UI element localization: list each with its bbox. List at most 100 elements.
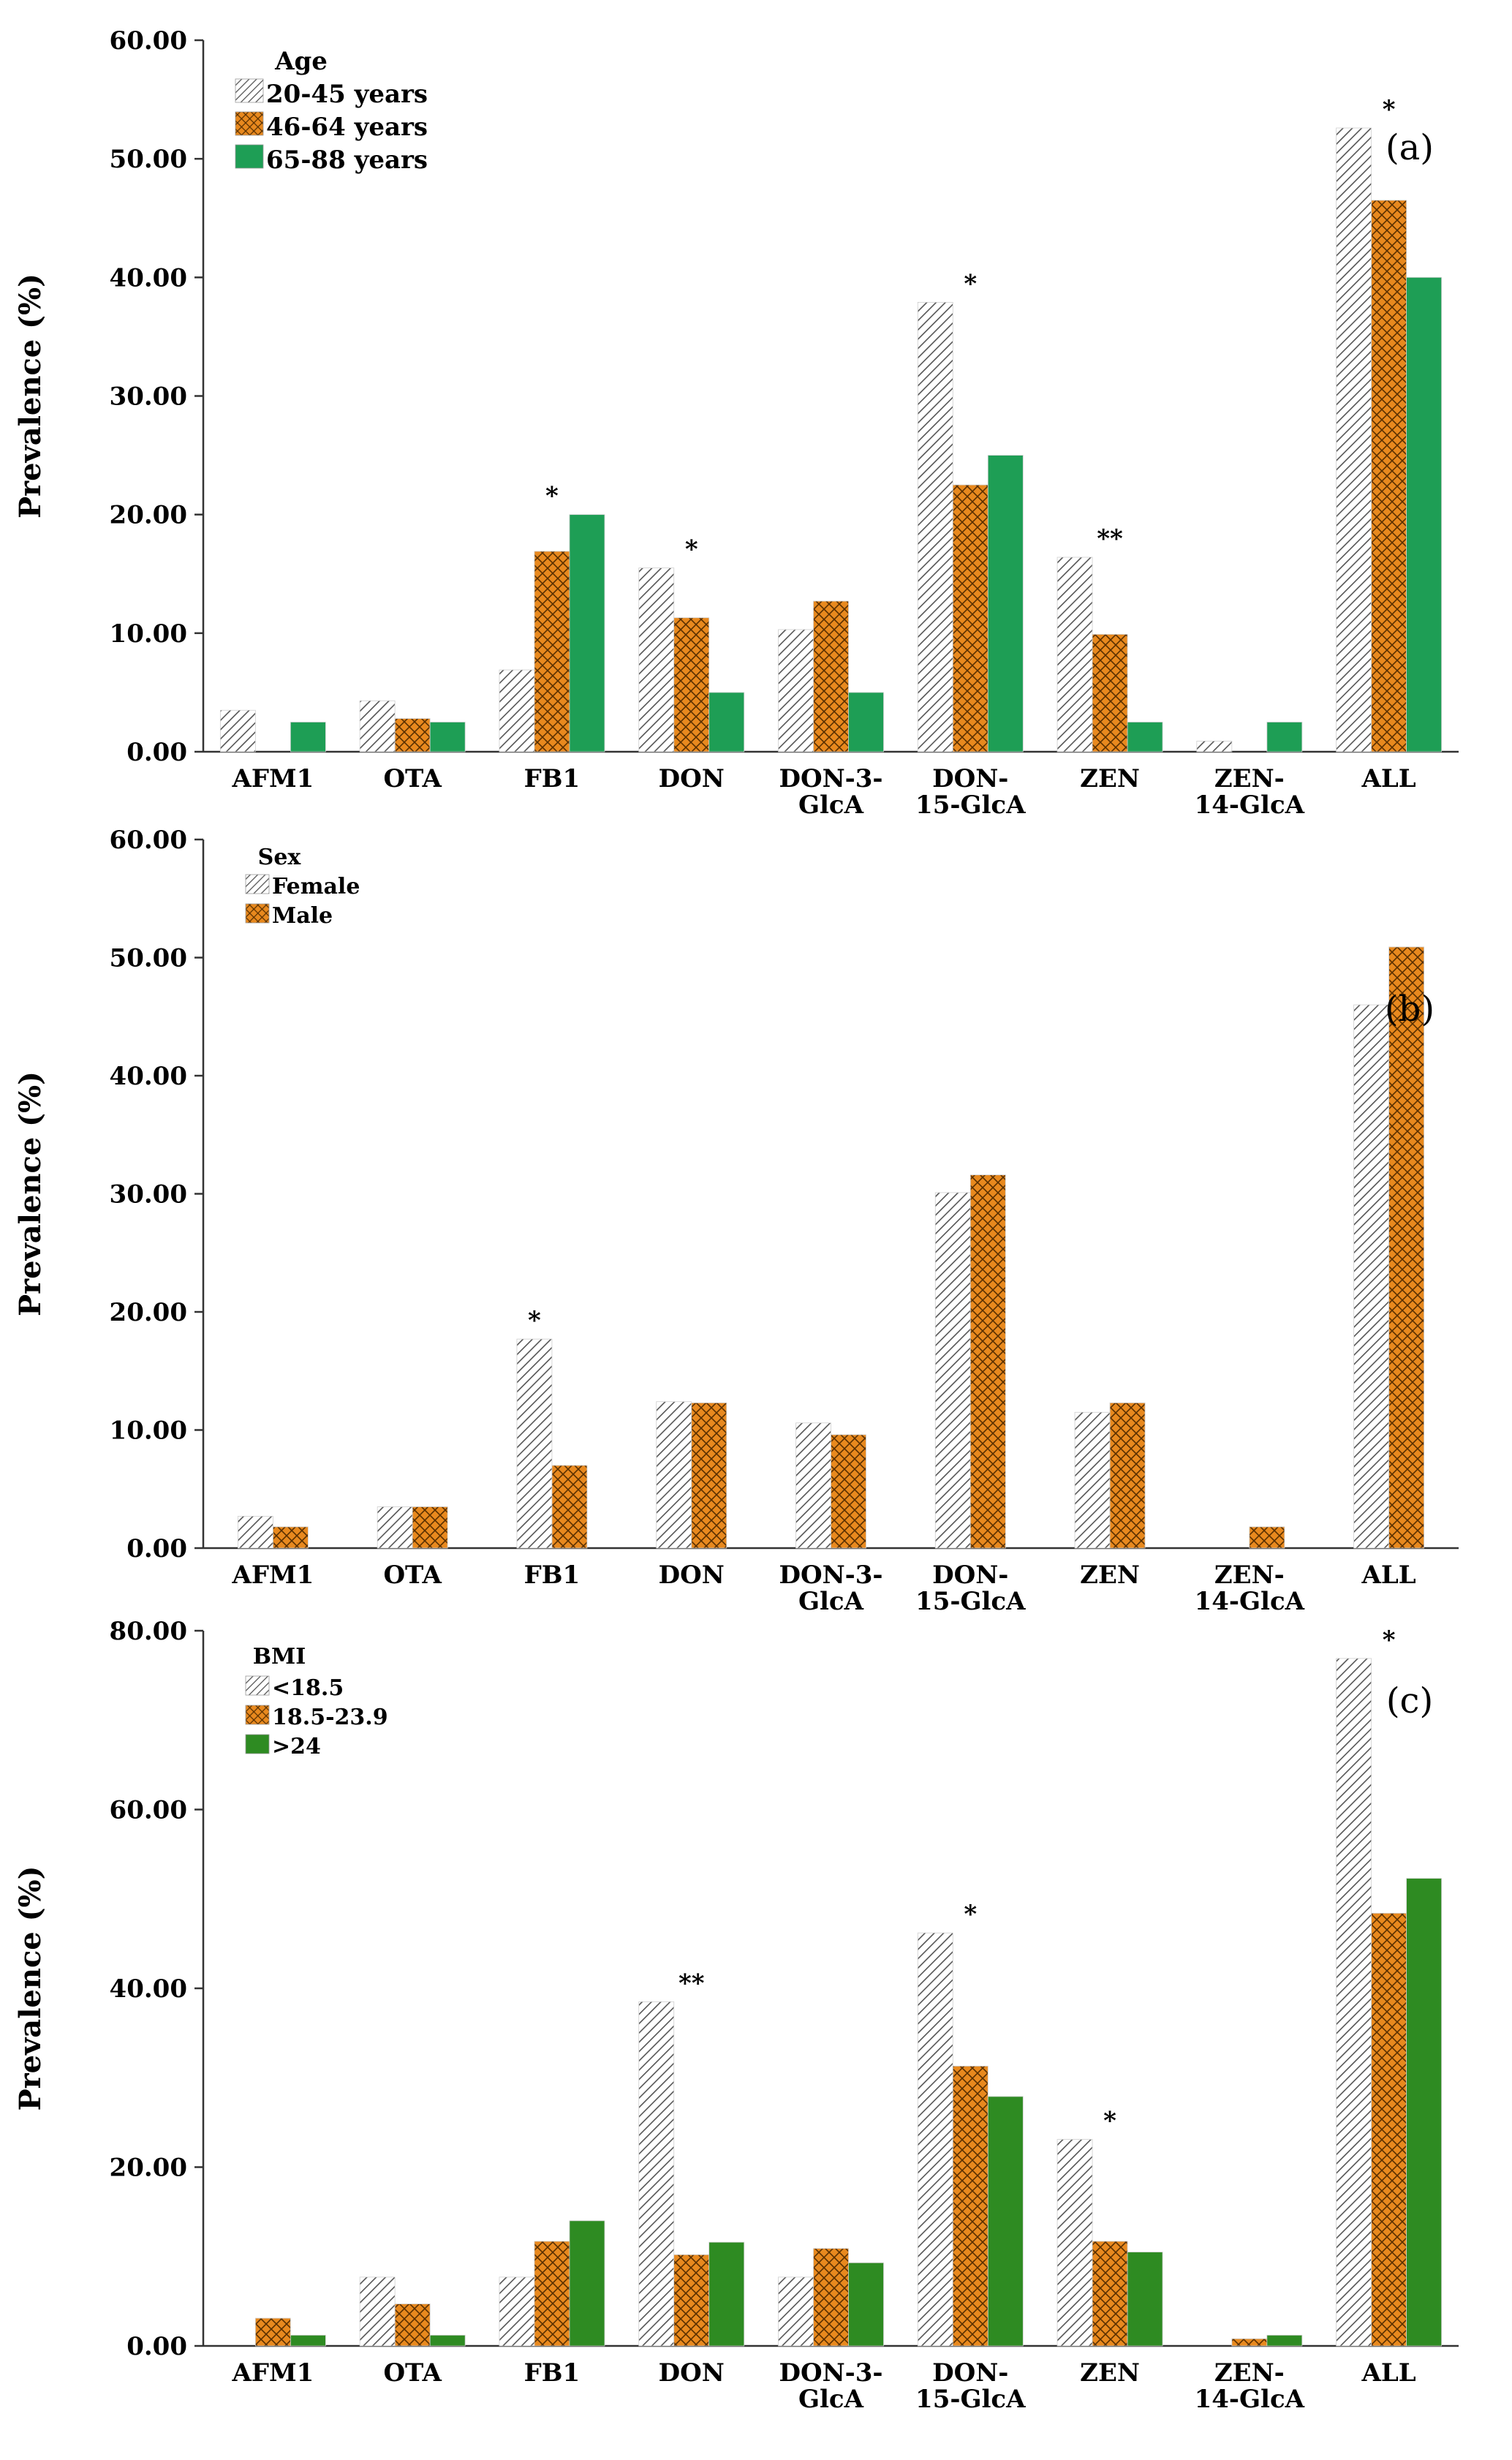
bar-fb1-2 (551, 1465, 588, 1549)
bar-don-1 (638, 2001, 675, 2347)
bar-ota-2 (394, 718, 431, 752)
legend-label: <18.5 (272, 1675, 344, 1701)
bar-all-1 (1336, 127, 1372, 752)
bar-don-3-glca-1 (778, 2276, 814, 2347)
x-tick-label: ALL (1361, 2358, 1416, 2388)
significance-mark: * (528, 1306, 541, 1335)
bar-all-3 (1406, 276, 1443, 752)
legend-swatch (245, 1734, 270, 1754)
significance-mark: * (685, 535, 698, 565)
bar-all-2 (1371, 1912, 1407, 2347)
bar-all-3 (1406, 1878, 1443, 2347)
bar-zen-14-glca-2 (1249, 1526, 1285, 1549)
significance-mark: * (545, 482, 559, 511)
bar-zen-2 (1092, 634, 1128, 752)
significance-mark: * (1103, 2107, 1116, 2136)
chart-panel-b: 0.00 10.00 20.00 30.00 40.00 50.00 60.00 Preval… (13, 826, 1459, 1616)
x-tick-label: ZEN- (1214, 764, 1285, 793)
y-axis-title: Prevalence (%) (13, 273, 48, 518)
bar-don-1 (656, 1401, 692, 1549)
bar-don-15-glca-1 (934, 1192, 971, 1549)
bar-afm1-3 (290, 722, 326, 752)
x-tick-label: FB1 (524, 2358, 581, 2388)
panel-label: (c) (1386, 1680, 1433, 1721)
x-tick-label: ZEN- (1214, 1561, 1285, 1590)
bar-ota-3 (429, 722, 466, 752)
x-tick-label: DON (659, 2358, 725, 2388)
bar-don-3 (708, 692, 745, 752)
bar-fb1-2 (534, 551, 570, 752)
bar-don-15-glca-3 (987, 455, 1024, 752)
chart-panel-a: 0.00 10.00 20.00 30.00 40.00 50.00 60.00 Preval… (13, 26, 1459, 820)
x-tick-label: ALL (1361, 1561, 1416, 1590)
bar-don-3-glca-2 (813, 2248, 849, 2347)
x-tick-label: 14-GlcA (1195, 1587, 1305, 1616)
y-tick-label: 60.00 (110, 826, 187, 855)
bar-zen-1 (1074, 1411, 1111, 1549)
bar-don-15-glca-2 (952, 484, 989, 752)
bar-afm1-2 (272, 1526, 309, 1549)
bar-afm1-1 (237, 1515, 273, 1549)
y-tick-label: 20.00 (110, 2154, 187, 2183)
x-tick-label: 14-GlcA (1195, 791, 1305, 820)
y-tick-label: 50.00 (110, 145, 187, 174)
bar-zen-2 (1109, 1402, 1146, 1549)
y-tick-label: 20.00 (110, 501, 187, 530)
bar-don-2 (673, 617, 710, 752)
bar-all-1 (1353, 1004, 1390, 1549)
legend-title: BMI (253, 1644, 306, 1669)
legend: BMI <18.5 18.5-23.9 >24 (245, 1644, 388, 1759)
panel-label: (b) (1385, 989, 1434, 1030)
y-tick-label: 0.00 (126, 1534, 187, 1563)
x-tick-label: AFM1 (231, 764, 314, 793)
bar-all-2 (1388, 946, 1425, 1549)
x-tick-label: DON-3- (779, 764, 882, 793)
bar-zen-1 (1056, 2139, 1093, 2347)
bar-zen-14-glca-2 (1231, 2338, 1268, 2347)
x-tick-label: ZEN (1080, 1561, 1140, 1590)
significance-mark: * (964, 1900, 977, 1929)
y-axis-title: Prevalence (%) (13, 1071, 48, 1316)
legend-label: 65-88 years (266, 146, 428, 175)
y-tick-label: 0.00 (126, 738, 187, 767)
legend-label: 18.5-23.9 (272, 1705, 388, 1730)
x-tick-label: DON- (932, 764, 1008, 793)
y-tick-label: 60.00 (110, 1796, 187, 1825)
y-tick-label: 40.00 (110, 1062, 187, 1091)
legend: Sex Female Male (245, 845, 360, 929)
legend-swatch (245, 1705, 270, 1725)
x-tick-label: AFM1 (231, 2358, 314, 2388)
bar-afm1-1 (219, 709, 256, 752)
y-tick-label: 0.00 (126, 2332, 187, 2361)
x-tick-label: DON (659, 1561, 725, 1590)
bar-don-15-glca-2 (952, 2065, 989, 2347)
y-tick-label: 20.00 (110, 1298, 187, 1327)
legend-swatch (245, 903, 270, 924)
legend-swatch (235, 144, 264, 169)
panel-label: (a) (1386, 127, 1434, 168)
chart-panel-c: 0.00 20.00 40.00 60.00 80.00 Prevalence (%) AF… (13, 1617, 1459, 2414)
legend-swatch (235, 78, 264, 103)
bar-don-2 (691, 1402, 727, 1549)
bar-don-1 (638, 567, 675, 752)
y-tick-label: 10.00 (110, 619, 187, 649)
y-tick-label: 60.00 (110, 26, 187, 56)
x-tick-label: DON-3- (779, 2358, 882, 2388)
legend-label: Female (272, 874, 360, 899)
x-tick-label: AFM1 (231, 1561, 314, 1590)
x-tick-label: GlcA (798, 1587, 864, 1616)
bar-zen-3 (1127, 722, 1163, 752)
bar-don-3-glca-1 (795, 1422, 831, 1549)
x-tick-label: DON- (932, 2358, 1008, 2388)
bar-fb1-3 (569, 2220, 605, 2347)
legend-swatch (245, 1675, 270, 1696)
bar-ota-2 (394, 2304, 431, 2347)
x-tick-label: ZEN (1080, 764, 1140, 793)
bar-zen-2 (1092, 2241, 1128, 2347)
x-tick-label: GlcA (798, 2385, 864, 2414)
bar-don-15-glca-3 (987, 2096, 1024, 2347)
bar-don-2 (673, 2254, 710, 2347)
bar-zen-14-glca-3 (1266, 722, 1303, 752)
y-tick-label: 80.00 (110, 1617, 187, 1646)
bar-all-1 (1336, 1658, 1372, 2347)
